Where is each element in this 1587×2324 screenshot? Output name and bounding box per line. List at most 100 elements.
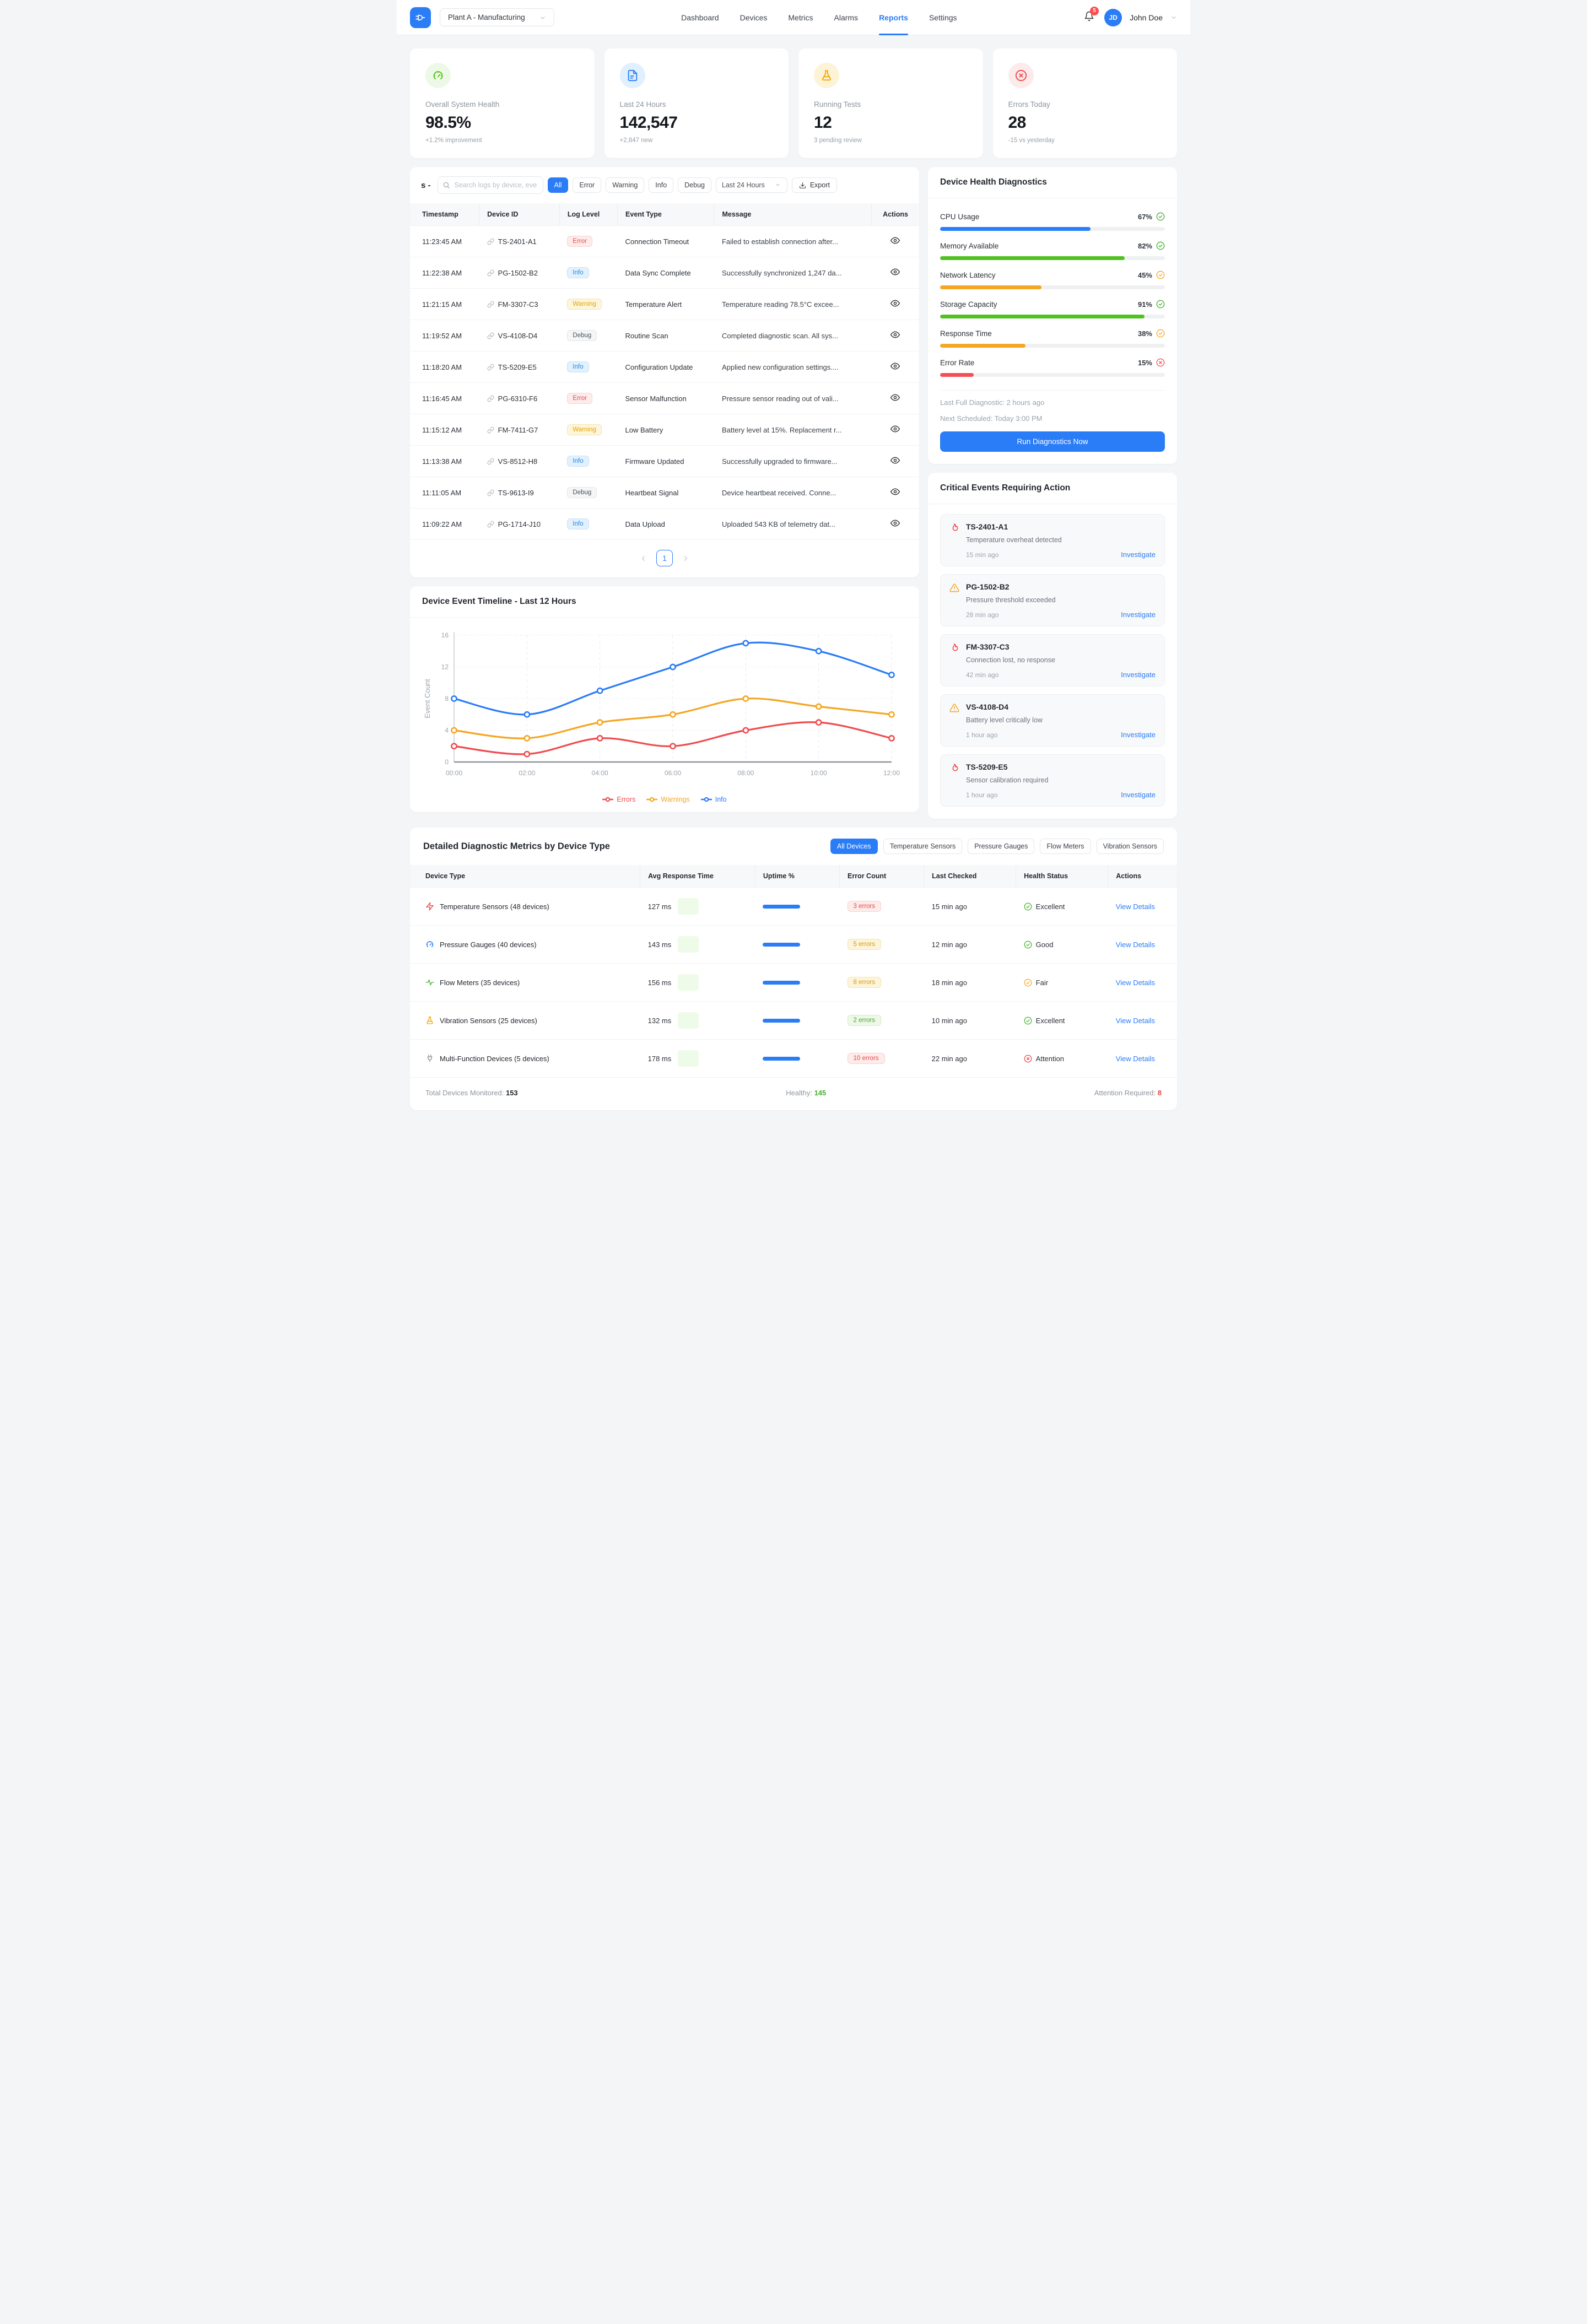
view-log-button[interactable] <box>890 456 900 465</box>
log-level-badge: Warning <box>567 424 602 435</box>
metric-label: CPU Usage <box>940 212 980 221</box>
last-checked: 15 min ago <box>924 887 1016 926</box>
nav-item-devices[interactable]: Devices <box>739 13 768 22</box>
device-filter-chip-temperature-sensors[interactable]: Temperature Sensors <box>883 839 963 854</box>
device-id-link[interactable]: PG-1714-J10 <box>487 520 552 528</box>
plant-selector[interactable]: Plant A - Manufacturing <box>440 8 554 26</box>
filter-chip-info[interactable]: Info <box>649 177 674 193</box>
chevron-down-icon <box>775 182 781 188</box>
check-circle-icon <box>1024 1017 1032 1025</box>
notifications-button[interactable]: 5 <box>1084 6 1099 24</box>
legend-marker <box>602 797 614 802</box>
time-range-select[interactable]: Last 24 Hours <box>716 177 787 193</box>
device-id-link[interactable]: TS-9613-I9 <box>487 489 552 497</box>
view-log-button[interactable] <box>890 330 900 339</box>
error-count-badge: 10 errors <box>847 1053 885 1064</box>
view-log-button[interactable] <box>890 236 900 245</box>
event-type: Sensor Malfunction <box>617 382 714 414</box>
nav-item-reports[interactable]: Reports <box>879 0 908 35</box>
metric-value: 38% <box>1137 329 1152 338</box>
column-header: Event Type <box>617 203 714 226</box>
chevron-down-icon[interactable] <box>1170 14 1177 21</box>
view-details-link[interactable]: View Details <box>1115 1016 1155 1025</box>
investigate-link[interactable]: Investigate <box>1121 610 1156 619</box>
nav-item-alarms[interactable]: Alarms <box>834 13 859 22</box>
diagnostic-metric: CPU Usage 67% <box>940 212 1165 231</box>
svg-text:10:00: 10:00 <box>811 769 827 777</box>
filter-chip-debug[interactable]: Debug <box>678 177 711 193</box>
event-device-id: PG-1502-B2 <box>966 582 1010 591</box>
view-log-button[interactable] <box>890 518 900 528</box>
device-id-link[interactable]: VS-4108-D4 <box>487 332 552 340</box>
svg-text:4: 4 <box>445 727 449 734</box>
user-name: John Doe <box>1130 13 1163 22</box>
legend-item-errors[interactable]: Errors <box>602 796 635 803</box>
device-filter-chip-vibration-sensors[interactable]: Vibration Sensors <box>1096 839 1164 854</box>
page-next-button[interactable] <box>682 554 690 563</box>
legend-item-warnings[interactable]: Warnings <box>646 796 690 803</box>
health-status: Attention <box>1024 1055 1100 1063</box>
diagnostics-metrics: CPU Usage 67% Memory Available 82% Network L… <box>940 212 1165 377</box>
column-header: Error Count <box>839 865 924 888</box>
view-log-button[interactable] <box>890 267 900 277</box>
view-log-button[interactable] <box>890 361 900 371</box>
search-input[interactable] <box>437 176 543 194</box>
device-filter-chip-pressure-gauges[interactable]: Pressure Gauges <box>968 839 1035 854</box>
device-id-link[interactable]: TS-2401-A1 <box>487 237 552 246</box>
event-type: Data Upload <box>617 508 714 539</box>
nav-right: 5 JD John Doe <box>1084 6 1177 26</box>
legend-item-info[interactable]: Info <box>700 796 727 803</box>
view-details-link[interactable]: View Details <box>1115 1054 1155 1063</box>
avatar[interactable]: JD <box>1104 8 1122 26</box>
nav-item-settings[interactable]: Settings <box>929 13 957 22</box>
filter-chip-warning[interactable]: Warning <box>606 177 645 193</box>
event-device-id: FM-3307-C3 <box>966 642 1010 651</box>
view-log-button[interactable] <box>890 487 900 496</box>
view-details-link[interactable]: View Details <box>1115 902 1155 911</box>
device-id-link[interactable]: PG-6310-F6 <box>487 394 552 403</box>
app-logo[interactable] <box>410 7 431 28</box>
check-circle-icon <box>1156 271 1165 279</box>
view-log-button[interactable] <box>890 299 900 308</box>
investigate-link[interactable]: Investigate <box>1121 791 1156 799</box>
device-filter-chip-flow-meters[interactable]: Flow Meters <box>1040 839 1091 854</box>
device-id-link[interactable]: PG-1502-B2 <box>487 269 552 277</box>
view-log-button[interactable] <box>890 393 900 402</box>
device-id-link[interactable]: TS-5209-E5 <box>487 363 552 371</box>
investigate-link[interactable]: Investigate <box>1121 731 1156 739</box>
log-timestamp: 11:21:15 AM <box>410 288 479 320</box>
svg-text:08:00: 08:00 <box>737 769 754 777</box>
event-time: 42 min ago <box>966 671 999 679</box>
device-type-name: Pressure Gauges (40 devices) <box>440 940 537 949</box>
page-prev-button[interactable] <box>639 554 647 563</box>
event-type: Configuration Update <box>617 351 714 383</box>
gauge-icon <box>425 940 434 949</box>
flame-icon <box>949 643 959 653</box>
view-details-link[interactable]: View Details <box>1115 940 1155 949</box>
detail-metrics-panel: Detailed Diagnostic Metrics by Device Ty… <box>410 828 1177 1110</box>
investigate-link[interactable]: Investigate <box>1121 550 1156 559</box>
uptime-bar <box>763 1056 801 1061</box>
run-diagnostics-button[interactable]: Run Diagnostics Now <box>940 431 1165 452</box>
view-details-link[interactable]: View Details <box>1115 978 1155 987</box>
device-id-link[interactable]: FM-7411-G7 <box>487 426 552 434</box>
log-level-badge: Info <box>567 361 589 372</box>
nav-item-dashboard[interactable]: Dashboard <box>681 13 719 22</box>
page-number[interactable]: 1 <box>656 550 673 566</box>
filter-chip-all[interactable]: All <box>547 177 569 193</box>
log-level-badge: Debug <box>567 330 597 341</box>
log-row: 11:13:38 AM VS-8512-H8 Info Firmware Update… <box>410 445 919 477</box>
device-id-link[interactable]: FM-3307-C3 <box>487 300 552 309</box>
event-time: 15 min ago <box>966 550 999 559</box>
investigate-link[interactable]: Investigate <box>1121 671 1156 679</box>
check-circle-icon <box>1156 300 1165 309</box>
device-filter-chip-all-devices[interactable]: All Devices <box>830 839 878 854</box>
nav-item-metrics[interactable]: Metrics <box>788 13 813 22</box>
view-log-button[interactable] <box>890 424 900 434</box>
response-sparkline <box>678 974 699 991</box>
stat-subtext: -15 vs yesterday <box>1008 137 1055 144</box>
filter-chip-error[interactable]: Error <box>573 177 602 193</box>
device-type-name: Flow Meters (35 devices) <box>440 978 520 987</box>
export-button[interactable]: Export <box>791 177 837 193</box>
device-id-link[interactable]: VS-8512-H8 <box>487 457 552 466</box>
